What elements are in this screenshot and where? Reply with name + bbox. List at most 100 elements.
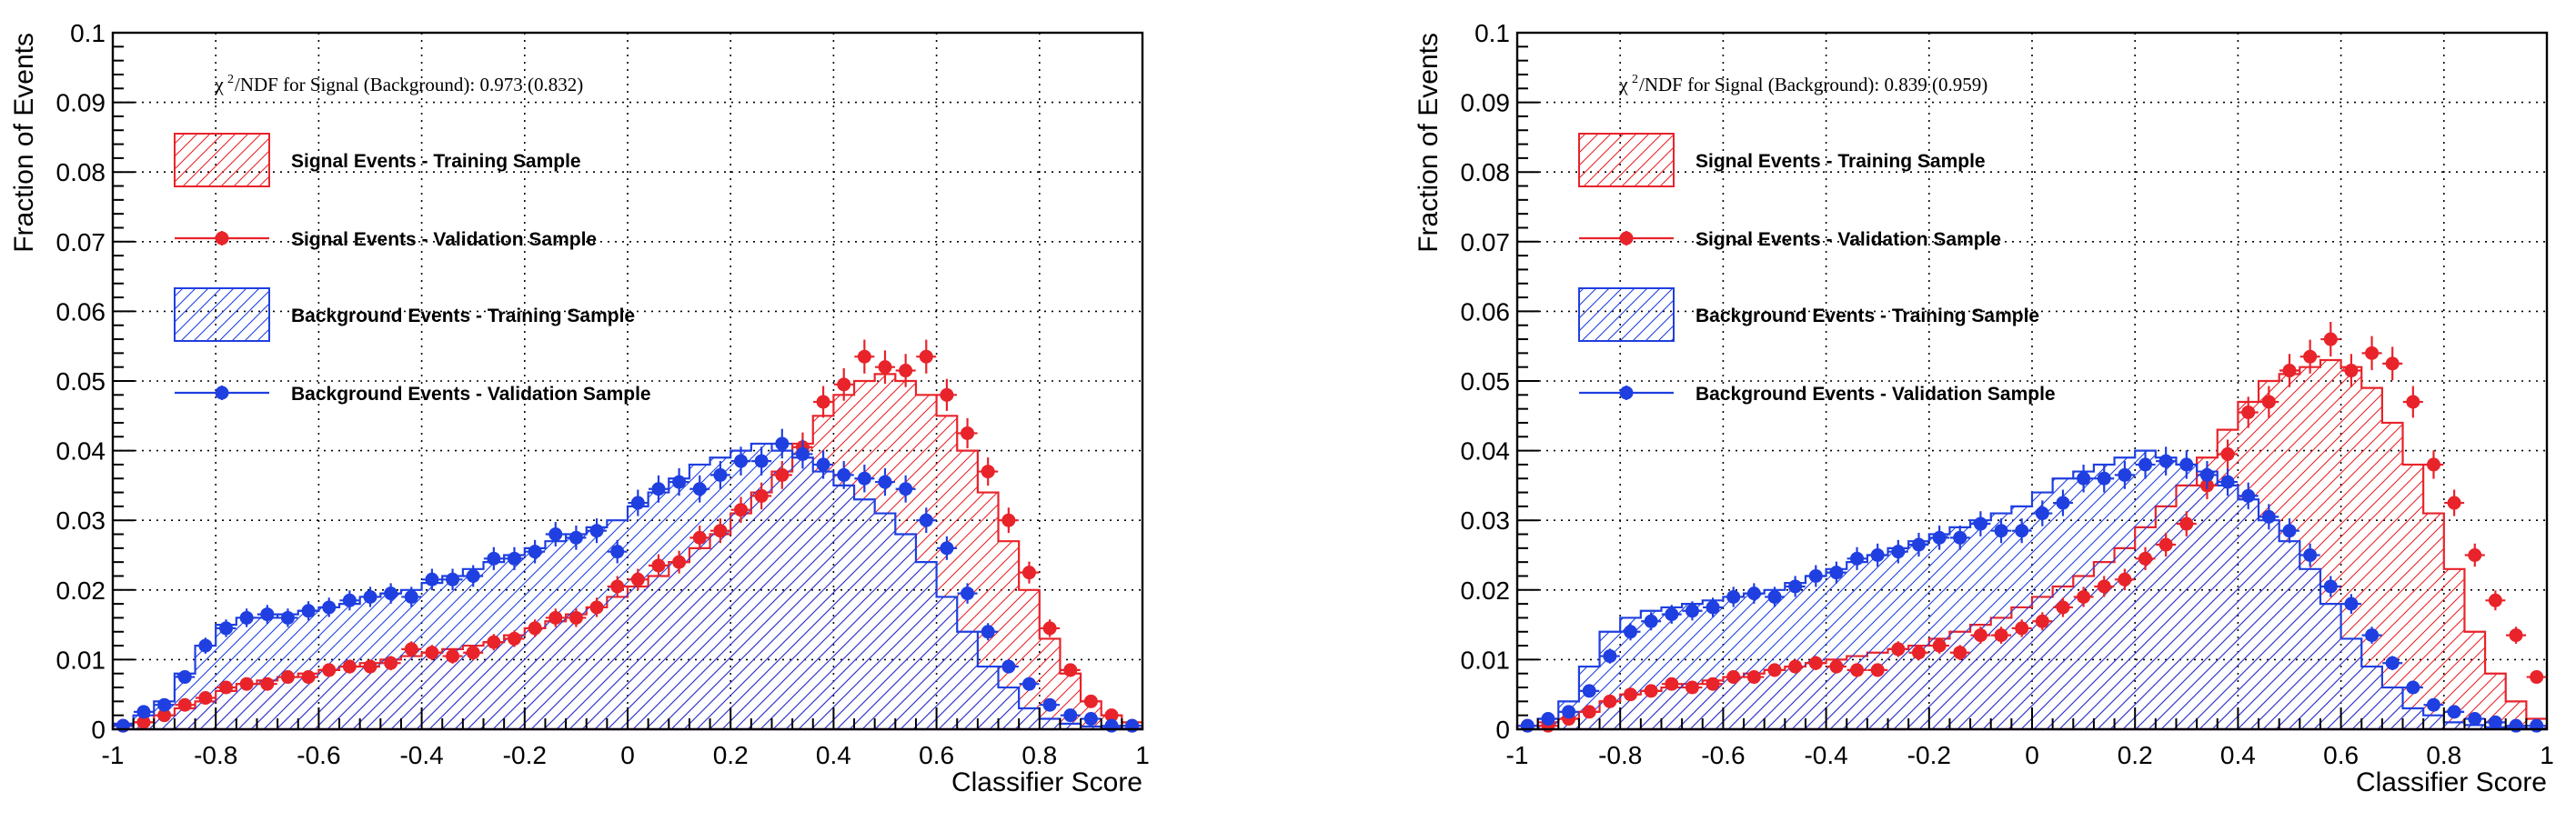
data-point bbox=[1788, 659, 1803, 674]
x-tick-label: -1 bbox=[1506, 741, 1529, 769]
data-point bbox=[2261, 509, 2276, 524]
y-tick-label: 0.05 bbox=[56, 367, 106, 396]
signal-validation-points bbox=[113, 339, 1142, 733]
data-point bbox=[548, 527, 563, 542]
y-tick-label: 0.09 bbox=[56, 89, 106, 117]
data-point bbox=[384, 656, 398, 670]
data-point bbox=[878, 360, 892, 375]
data-point bbox=[1953, 530, 1967, 545]
data-point bbox=[1624, 625, 1638, 639]
data-point bbox=[981, 625, 995, 639]
legend-label: Background Events - Validation Sample bbox=[291, 384, 651, 405]
data-point bbox=[342, 593, 357, 607]
data-point bbox=[280, 670, 295, 685]
data-point bbox=[157, 697, 172, 712]
data-point bbox=[322, 663, 337, 677]
legend-label: Background Events - Validation Sample bbox=[1696, 384, 2056, 405]
data-point bbox=[2303, 349, 2318, 364]
data-point bbox=[239, 677, 254, 691]
data-point bbox=[1973, 516, 1987, 531]
data-point bbox=[1603, 694, 1617, 708]
data-point bbox=[2282, 364, 2297, 378]
data-point bbox=[1870, 663, 1885, 677]
chart-panel-2: -1 -0.8 -0.6 -0.4 -0.2 0 0.2 0.4 0.6 0.8 1 0 0.01 0.0… bbox=[1414, 19, 2554, 797]
y-tick-label: 0.04 bbox=[56, 437, 106, 466]
axis-ticks bbox=[112, 32, 1143, 730]
data-point bbox=[466, 646, 480, 660]
x-axis-title: Classifier Score bbox=[951, 767, 1142, 797]
y-tick-label: 0 bbox=[1495, 716, 1510, 744]
data-point bbox=[2035, 506, 2049, 521]
background-training-histogram bbox=[1515, 449, 2549, 731]
data-point bbox=[1808, 656, 1823, 670]
legend-label: Background Events - Training Sample bbox=[291, 306, 635, 326]
data-point bbox=[116, 718, 130, 733]
data-point bbox=[940, 541, 954, 556]
data-point bbox=[672, 475, 687, 489]
data-point bbox=[1520, 718, 1535, 733]
y-tick-label: 0.09 bbox=[1461, 89, 1511, 117]
y-tick-label: 0.05 bbox=[1461, 367, 1511, 396]
data-point bbox=[1644, 614, 1658, 628]
data-point bbox=[2488, 593, 2502, 607]
data-point bbox=[1021, 677, 1036, 691]
data-point bbox=[1582, 705, 1596, 719]
data-point bbox=[1973, 628, 1987, 643]
data-point bbox=[1125, 718, 1140, 733]
data-point bbox=[857, 349, 871, 364]
data-point bbox=[1063, 663, 1078, 677]
data-point bbox=[734, 503, 749, 517]
legend-label: Signal Events - Validation Sample bbox=[1696, 229, 2001, 250]
data-point bbox=[2344, 596, 2359, 611]
data-point bbox=[2530, 670, 2544, 685]
data-point bbox=[322, 600, 337, 615]
x-tick-label: -0.8 bbox=[194, 741, 237, 769]
data-point bbox=[2220, 475, 2235, 489]
x-tick-label: -1 bbox=[102, 741, 125, 769]
chi2-annotation: χ 2/NDF for Signal (Background): 0.839 (0… bbox=[1618, 73, 1987, 95]
x-tick-label: -0.4 bbox=[1804, 741, 1847, 769]
data-point bbox=[1665, 677, 1679, 691]
x-tick-label: -0.2 bbox=[1907, 741, 1951, 769]
y-tick-label: 0.07 bbox=[1461, 228, 1511, 256]
data-point bbox=[548, 610, 563, 625]
data-point bbox=[2282, 524, 2297, 538]
x-tick-label: -0.6 bbox=[297, 741, 340, 769]
data-point bbox=[136, 705, 151, 719]
y-tick-label: 0.02 bbox=[56, 576, 106, 605]
data-point bbox=[1850, 663, 1865, 677]
data-point bbox=[2488, 715, 2502, 729]
data-point bbox=[219, 621, 234, 636]
y-tick-label: 0.06 bbox=[1461, 297, 1511, 326]
data-point bbox=[589, 524, 604, 538]
data-point bbox=[1891, 642, 1906, 657]
y-tick-label: 0.07 bbox=[56, 228, 106, 256]
x-tick-label: 0.8 bbox=[1021, 741, 1057, 769]
legend-label: Signal Events - Validation Sample bbox=[291, 229, 597, 250]
data-point bbox=[1994, 524, 2008, 538]
x-tick-label: -0.8 bbox=[1598, 741, 1642, 769]
data-point bbox=[1829, 659, 1844, 674]
data-point bbox=[2344, 364, 2359, 378]
legend-swatch-marker bbox=[215, 386, 229, 400]
chi2-superscript: 2 bbox=[227, 73, 234, 86]
x-tick-label: -0.2 bbox=[503, 741, 547, 769]
data-point bbox=[1829, 566, 1844, 580]
data-point bbox=[2509, 628, 2523, 643]
data-point bbox=[1001, 659, 1016, 674]
data-point bbox=[857, 471, 871, 486]
x-tick-label: 0.6 bbox=[919, 741, 954, 769]
data-point bbox=[1746, 586, 1761, 601]
data-point bbox=[446, 649, 460, 664]
data-point bbox=[1562, 705, 1576, 719]
x-tick-label: 0.8 bbox=[2426, 741, 2461, 769]
data-point bbox=[1083, 712, 1098, 727]
y-tick-label: 0.03 bbox=[1461, 506, 1511, 535]
data-point bbox=[878, 475, 892, 489]
data-point bbox=[2118, 467, 2132, 482]
data-point bbox=[1706, 600, 1720, 615]
data-point bbox=[280, 610, 295, 625]
chart-panel-1: -1 -0.8 -0.6 -0.4 -0.2 0 0.2 0.4 0.6 0.8 1 0 0.01 0.0… bbox=[9, 19, 1150, 797]
data-point bbox=[1685, 680, 1699, 695]
